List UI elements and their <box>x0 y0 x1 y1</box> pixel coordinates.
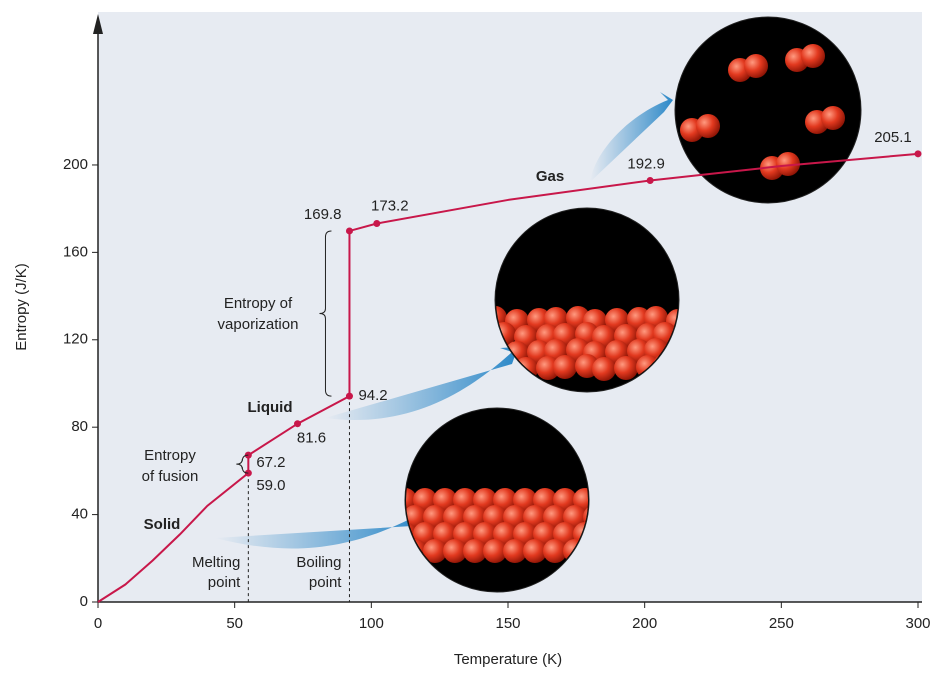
x-tick-label: 50 <box>226 615 243 632</box>
molecule <box>503 539 527 563</box>
value-label: 67.2 <box>256 454 285 471</box>
bracket-label: of fusion <box>142 468 199 485</box>
point <box>345 392 353 400</box>
point <box>345 227 353 235</box>
brace <box>319 230 332 397</box>
arrow <box>215 508 422 549</box>
x-tick-label: 100 <box>359 615 384 632</box>
transition-label: point <box>309 574 342 591</box>
arrow <box>325 347 518 421</box>
point <box>373 220 381 228</box>
bracket-label: vaporization <box>218 316 299 333</box>
arrow <box>590 92 673 182</box>
value-label: 192.9 <box>627 155 665 172</box>
value-label: 94.2 <box>358 387 387 404</box>
y-tick-label: 120 <box>63 331 88 348</box>
value-label: 173.2 <box>371 197 409 214</box>
molecule <box>592 357 616 381</box>
point <box>294 420 302 428</box>
molecule <box>536 356 560 380</box>
x-tick-label: 250 <box>769 615 794 632</box>
transition-label: Boiling <box>296 554 341 571</box>
illustration <box>215 16 862 593</box>
transition-label: point <box>208 574 241 591</box>
y-axis-arrow <box>93 14 103 34</box>
x-tick-label: 200 <box>632 615 657 632</box>
value-label: 59.0 <box>256 477 285 494</box>
molecule <box>423 539 447 563</box>
phase-label: Solid <box>144 516 181 533</box>
molecule <box>744 54 768 78</box>
molecule <box>801 44 825 68</box>
bracket-label: Entropy <box>144 447 196 464</box>
x-axis-label: Temperature (K) <box>454 651 562 668</box>
y-tick-label: 0 <box>80 593 88 610</box>
point <box>646 176 654 184</box>
molecule <box>463 539 487 563</box>
y-tick-label: 40 <box>71 506 88 523</box>
molecule <box>776 152 800 176</box>
y-axis-label: Entropy (J/K) <box>13 263 30 351</box>
x-tick-label: 0 <box>94 615 102 632</box>
phase-label: Liquid <box>248 399 293 416</box>
molecule <box>483 539 507 563</box>
molecule <box>821 106 845 130</box>
x-tick-label: 300 <box>905 615 930 632</box>
y-tick-label: 200 <box>63 156 88 173</box>
y-tick-label: 80 <box>71 418 88 435</box>
bracket-label: Entropy of <box>224 295 293 312</box>
x-tick-label: 150 <box>495 615 520 632</box>
point <box>914 150 922 158</box>
value-label: 81.6 <box>297 430 326 447</box>
molecule <box>543 539 567 563</box>
molecule <box>614 356 638 380</box>
molecule <box>443 539 467 563</box>
molecule <box>523 539 547 563</box>
molecule <box>553 355 577 379</box>
transition-label: Melting <box>192 554 240 571</box>
phase-label: Gas <box>536 168 564 185</box>
molecule <box>696 114 720 138</box>
y-tick-label: 160 <box>63 243 88 260</box>
value-label: 169.8 <box>304 206 342 223</box>
value-label: 205.1 <box>874 129 912 146</box>
